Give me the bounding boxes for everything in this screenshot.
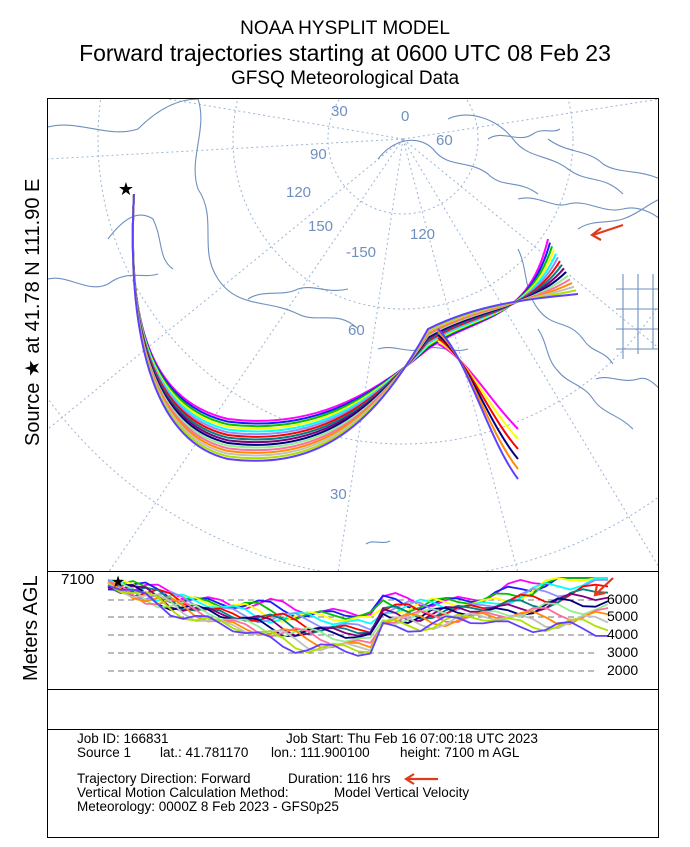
grid-label: -150 bbox=[346, 244, 376, 261]
trajectory-branch bbox=[437, 343, 519, 430]
red-arrow-icon bbox=[403, 773, 438, 785]
grid-label: 150 bbox=[308, 218, 333, 235]
map-svg: 30 0 60 90 120 -150 150 120 60 30 bbox=[48, 99, 658, 571]
height-traces bbox=[107, 577, 609, 657]
red-arrow-icon bbox=[590, 223, 624, 241]
meteorology-title: GFSQ Meteorological Data bbox=[230, 68, 460, 89]
height-trace bbox=[107, 578, 609, 631]
height-trace bbox=[107, 577, 608, 623]
height-tick-label: 3000 bbox=[607, 644, 639, 660]
height-trace bbox=[107, 583, 609, 654]
height-tick-label: 4000 bbox=[607, 626, 639, 642]
trajectory-branch bbox=[437, 328, 519, 480]
source-latitude: lat.: 41.781170 bbox=[160, 745, 249, 760]
coastlines bbox=[48, 99, 658, 545]
grid-label: 0 bbox=[401, 108, 409, 125]
grid-label: 30 bbox=[331, 103, 348, 120]
trajectory-branch bbox=[437, 337, 519, 450]
source-star-icon: ★ bbox=[111, 574, 125, 591]
profile-svg: ★ bbox=[107, 574, 614, 672]
graticule-labels: 30 0 60 90 120 -150 150 120 60 30 bbox=[286, 103, 453, 503]
graticule bbox=[48, 99, 658, 571]
height-trace bbox=[107, 580, 609, 649]
source-number: Source 1 bbox=[77, 745, 132, 760]
trajectory-lines bbox=[131, 193, 579, 480]
trajectory-branch bbox=[437, 340, 519, 440]
profile-y-axis-label: Meters AGL bbox=[20, 575, 42, 681]
vertical-method-label: Vertical Motion Calculation Method: bbox=[77, 785, 289, 800]
start-height-label: 7100 bbox=[61, 571, 95, 588]
grid-label: 120 bbox=[286, 184, 311, 201]
source-location-label: Source ★ at 41.78 N 111.90 E bbox=[22, 178, 44, 446]
grid-label: 60 bbox=[436, 132, 453, 149]
trajectory-direction: Trajectory Direction: Forward bbox=[77, 771, 251, 786]
run-title: Forward trajectories starting at 0600 UT… bbox=[79, 40, 611, 66]
grid-label: 30 bbox=[330, 486, 347, 503]
height-profile: ★ bbox=[47, 571, 659, 690]
grid-label: 120 bbox=[410, 226, 435, 243]
job-start: Job Start: Thu Feb 16 07:00:18 UTC 2023 bbox=[286, 731, 538, 746]
meteorology-info: Meteorology: 0000Z 8 Feb 2023 - GFS0p25 bbox=[77, 799, 339, 814]
trajectory-map: 30 0 60 90 120 -150 150 120 60 30 bbox=[47, 98, 659, 572]
trajectory-duration: Duration: 116 hrs bbox=[288, 771, 391, 786]
empty-panel bbox=[47, 689, 659, 730]
job-id: Job ID: 166831 bbox=[77, 731, 169, 746]
height-tick-label: 6000 bbox=[607, 591, 639, 607]
height-trace bbox=[107, 582, 609, 643]
source-longitude: lon.: 111.900100 bbox=[271, 745, 370, 760]
red-arrow-icon bbox=[593, 577, 614, 597]
model-title: NOAA HYSPLIT MODEL bbox=[240, 18, 450, 39]
run-info-panel bbox=[47, 729, 659, 838]
trajectory-line bbox=[131, 193, 579, 462]
grid-label: 90 bbox=[310, 146, 327, 163]
source-star-icon: ★ bbox=[118, 179, 134, 199]
height-trace bbox=[107, 585, 609, 636]
height-trace bbox=[107, 582, 609, 652]
height-tick-label: 2000 bbox=[607, 662, 639, 678]
trajectory-branch bbox=[437, 334, 519, 460]
height-trace bbox=[107, 585, 609, 637]
height-trace bbox=[107, 584, 609, 657]
height-tick-label: 5000 bbox=[607, 608, 639, 624]
source-height: height: 7100 m AGL bbox=[400, 745, 520, 760]
trajectory-branch bbox=[437, 331, 519, 470]
vertical-method-value: Model Vertical Velocity bbox=[334, 785, 470, 800]
grid-label: 60 bbox=[348, 322, 365, 339]
